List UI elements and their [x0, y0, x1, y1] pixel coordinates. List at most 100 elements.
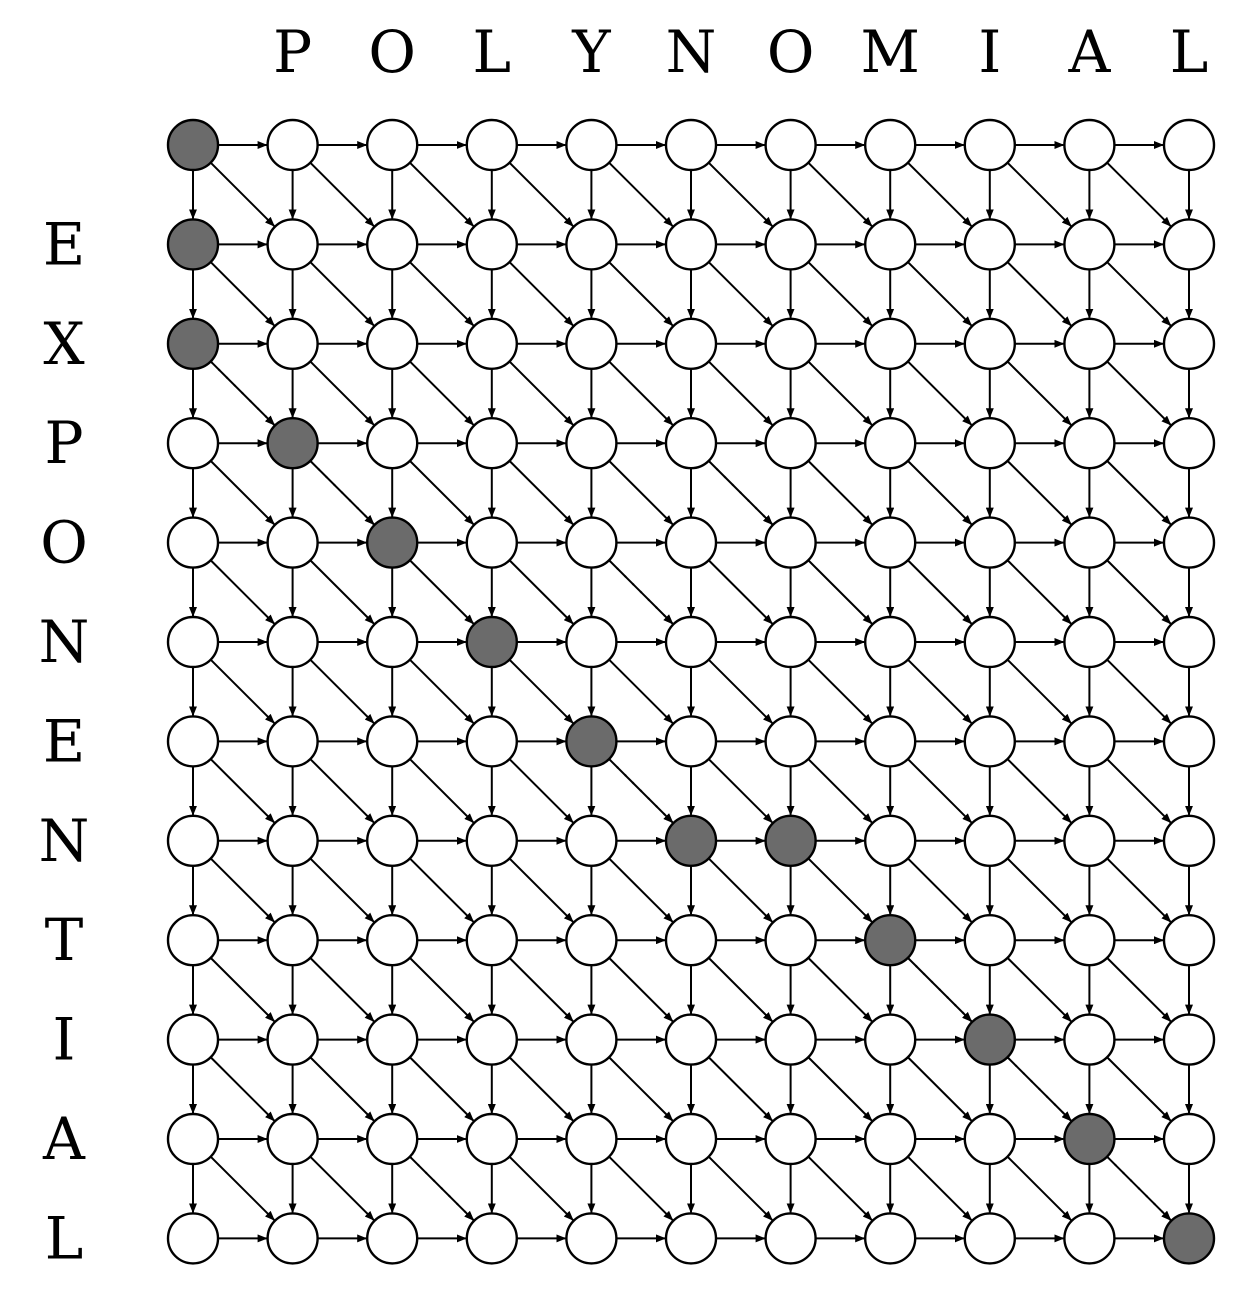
- diagonal-edge: [1006, 559, 1072, 625]
- grid-node: [565, 1013, 618, 1066]
- grid-node: [1162, 317, 1216, 370]
- grid-node: [166, 715, 220, 768]
- left-letter: N: [39, 608, 90, 676]
- grid-node: [366, 317, 419, 370]
- grid-node: [366, 118, 419, 172]
- highlighted-node: [664, 814, 718, 867]
- grid-node: [864, 317, 917, 370]
- top-letter: O: [368, 18, 416, 86]
- diagonal-edge: [707, 857, 773, 923]
- diagonal-edge: [1006, 857, 1072, 923]
- diagonal-edge: [807, 261, 873, 327]
- top-letter: M: [861, 18, 920, 86]
- diagonal-edge: [1106, 658, 1172, 724]
- grid-node: [166, 914, 220, 967]
- left-letter: O: [40, 509, 88, 577]
- grid-node: [764, 118, 817, 172]
- diagonal-edge: [409, 1056, 475, 1122]
- top-letter: I: [978, 18, 1001, 86]
- diagonal-edge: [309, 1155, 375, 1221]
- diagonal-edge: [508, 658, 574, 724]
- grid-node: [166, 1212, 220, 1265]
- grid-node: [366, 417, 419, 470]
- grid-node: [366, 1013, 419, 1066]
- diagonal-edge: [807, 957, 873, 1022]
- grid-node: [1063, 417, 1116, 470]
- diagonal-edge: [1006, 460, 1072, 525]
- grid-node: [1063, 615, 1116, 669]
- grid-node: [465, 118, 518, 172]
- diagonal-edge: [309, 1056, 375, 1122]
- grid-node: [266, 1212, 319, 1265]
- highlighted-node: [565, 715, 618, 768]
- diagonal-edge: [807, 1155, 873, 1221]
- grid-node: [465, 715, 518, 768]
- grid-node: [664, 1212, 718, 1265]
- top-letter: L: [473, 18, 512, 86]
- top-letter: Y: [571, 18, 611, 86]
- grid-node: [664, 914, 718, 967]
- grid-node: [565, 1212, 618, 1265]
- left-letter: A: [42, 1105, 86, 1173]
- top-letter: L: [1170, 18, 1209, 86]
- left-letter: P: [44, 409, 83, 477]
- grid-node: [864, 218, 917, 271]
- grid-node: [963, 615, 1016, 669]
- diagonal-edge: [907, 460, 973, 525]
- diagonal-edge: [1106, 360, 1172, 426]
- grid-node: [1162, 118, 1216, 172]
- grid-node: [764, 914, 817, 967]
- grid-node: [864, 417, 917, 470]
- diagonal-edge: [1106, 559, 1172, 625]
- grid-node: [664, 317, 718, 370]
- diagonal-edge: [907, 559, 973, 625]
- diagonal-edge: [209, 758, 275, 824]
- diagonal-edge: [1006, 360, 1072, 426]
- grid-node: [963, 417, 1016, 470]
- grid-node: [1162, 1013, 1216, 1066]
- grid-node: [465, 218, 518, 271]
- highlighted-node: [465, 615, 518, 669]
- grid-node: [963, 118, 1016, 172]
- highlighted-node: [366, 516, 419, 569]
- left-letter: T: [45, 906, 84, 974]
- diagonal-edge: [409, 161, 475, 227]
- grid-node: [1063, 317, 1116, 370]
- diagonal-edge: [807, 857, 873, 923]
- diagonal-edge: [1106, 1056, 1172, 1122]
- grid-node: [864, 1212, 917, 1265]
- diagonal-edge: [807, 658, 873, 724]
- diagonal-edge: [209, 957, 275, 1022]
- grid-node: [764, 715, 817, 768]
- grid-node: [664, 516, 718, 569]
- grid-node: [266, 516, 319, 569]
- grid-node: [1162, 615, 1216, 669]
- dotted-diagonal-edge: [907, 957, 973, 1022]
- diagonal-edge: [508, 161, 574, 227]
- grid-node: [465, 1112, 518, 1166]
- diagonal-edge: [707, 1155, 773, 1221]
- diagonal-edge: [209, 460, 275, 525]
- diagonal-edge: [707, 360, 773, 426]
- highlighted-node: [166, 218, 220, 271]
- diagonal-edge: [309, 261, 375, 327]
- diagonal-edge: [508, 1155, 574, 1221]
- grid-node: [1162, 715, 1216, 768]
- diagonal-edge: [409, 559, 475, 625]
- grid-node: [1063, 1013, 1116, 1066]
- diagonal-edge: [409, 957, 475, 1022]
- highlighted-node: [166, 118, 220, 172]
- grid-node: [764, 1212, 817, 1265]
- diagonal-edge: [608, 1155, 674, 1221]
- diagonal-edge: [707, 658, 773, 724]
- edges-layer: [189, 141, 1193, 1243]
- diagonal-edge: [1006, 261, 1072, 327]
- grid-node: [764, 516, 817, 569]
- diagonal-edge: [508, 857, 574, 923]
- diagonal-edge: [309, 161, 375, 227]
- grid-node: [1063, 715, 1116, 768]
- grid-node: [864, 516, 917, 569]
- diagonal-edge: [707, 1056, 773, 1122]
